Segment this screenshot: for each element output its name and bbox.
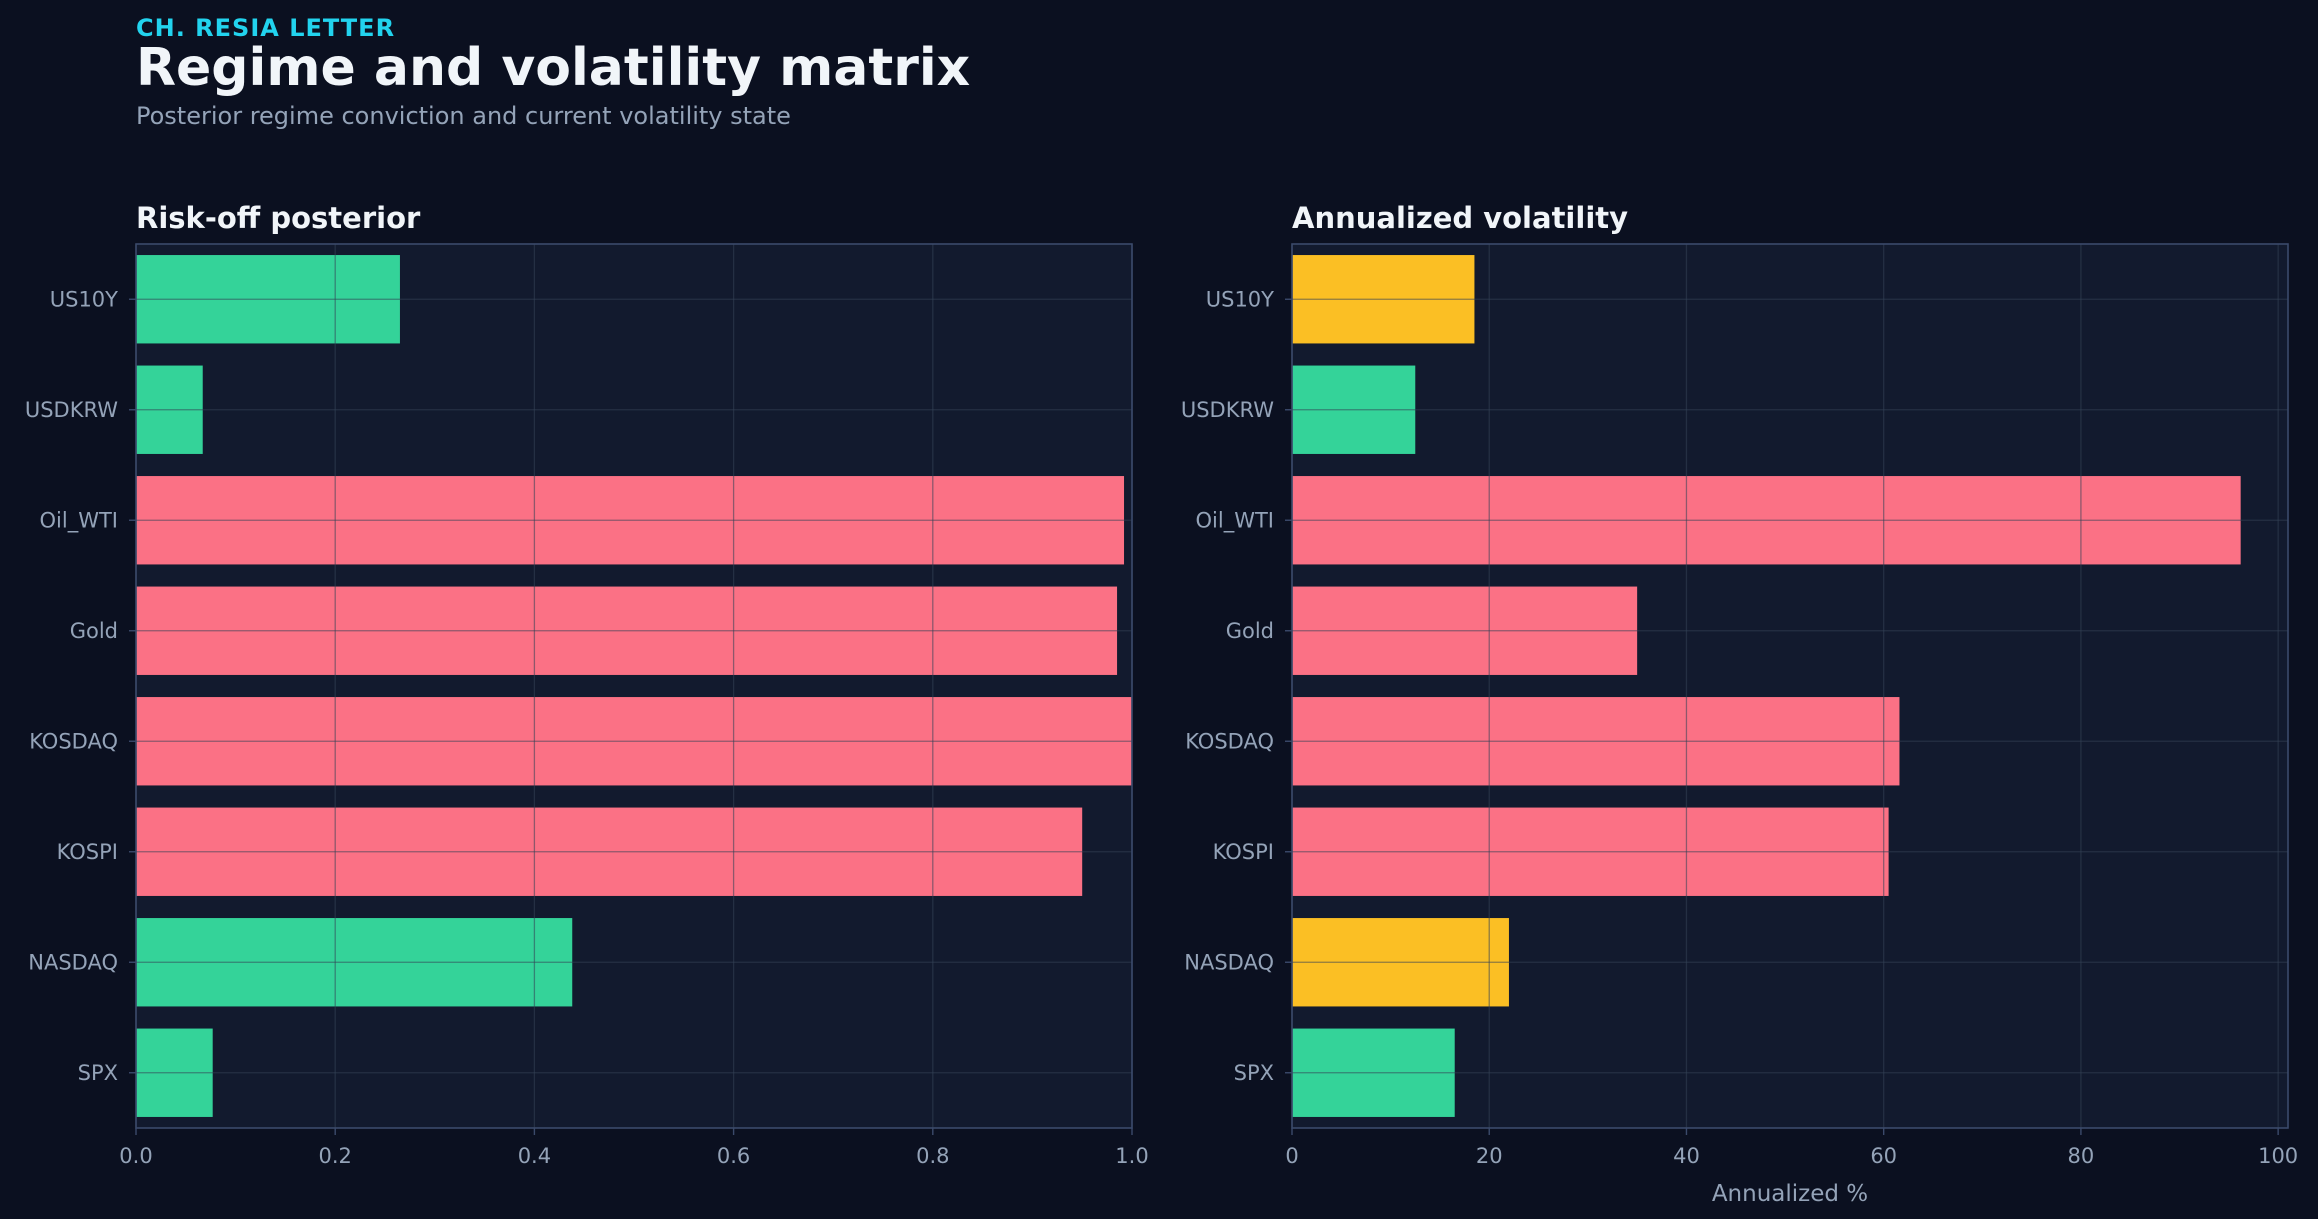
chart2-title: Annualized volatility — [1292, 201, 1628, 235]
chart2-ytick-label: KOSDAQ — [1185, 729, 1274, 753]
chart1-ytick-label: SPX — [78, 1061, 118, 1085]
chart2-xtick-label: 80 — [2068, 1144, 2095, 1168]
chart1-ytick-label: USDKRW — [25, 398, 118, 422]
chart2-ytick-label: KOSPI — [1213, 840, 1274, 864]
chart2-xlabel: Annualized % — [1712, 1181, 1868, 1207]
chart2-ytick-label: NASDAQ — [1184, 950, 1274, 974]
chart1-ytick-label: KOSPI — [57, 840, 118, 864]
chart1-title: Risk-off posterior — [136, 201, 421, 235]
chart2-ytick-label: Gold — [1226, 619, 1274, 643]
chart1-xtick-label: 1.0 — [1115, 1144, 1148, 1168]
chart2-ytick-label: US10Y — [1206, 287, 1274, 311]
chart1-axes-frame — [135, 243, 1133, 1129]
chart2-xtick-label: 100 — [2258, 1144, 2298, 1168]
chart2-axes-frame — [1291, 243, 2289, 1129]
chart1-xtick-label: 0.2 — [318, 1144, 351, 1168]
page-title: Regime and volatility matrix — [136, 38, 971, 98]
chart1-ytick-label: KOSDAQ — [29, 729, 118, 753]
chart2-xtick-label: 60 — [1870, 1144, 1897, 1168]
chart1-ytick-label: NASDAQ — [28, 950, 118, 974]
chart1-xtick-label: 0.6 — [717, 1144, 750, 1168]
chart1-xtick-label: 0.8 — [916, 1144, 949, 1168]
chart2-ytick-label: USDKRW — [1181, 398, 1274, 422]
chart2-ytick-label: Oil_WTI — [1196, 508, 1274, 533]
chart2-xtick-label: 0 — [1285, 1144, 1298, 1168]
page-subtitle: Posterior regime conviction and current … — [136, 102, 791, 130]
chart2-ytick-label: SPX — [1234, 1061, 1274, 1085]
eyebrow-label: CH. RESIA LETTER — [136, 14, 396, 42]
chart1-xtick-label: 0.4 — [518, 1144, 551, 1168]
chart1-ytick-label: Oil_WTI — [40, 508, 118, 533]
chart2-xtick-label: 40 — [1673, 1144, 1700, 1168]
chart1-ytick-label: US10Y — [50, 287, 118, 311]
chart2-xtick-label: 20 — [1476, 1144, 1503, 1168]
chart1-xtick-label: 0.0 — [119, 1144, 152, 1168]
chart1-ytick-label: Gold — [70, 619, 118, 643]
